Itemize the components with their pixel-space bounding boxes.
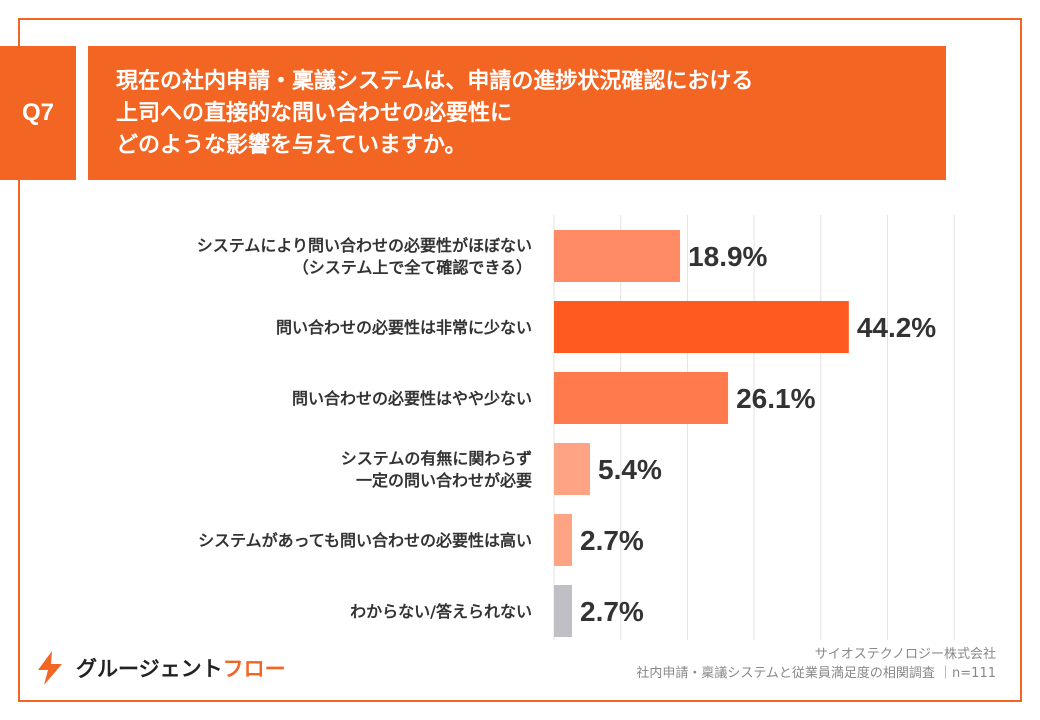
value-label-6: 2.7% — [580, 596, 644, 627]
bar-4 — [554, 443, 591, 495]
logo-text: グルージェントフロー — [76, 653, 286, 683]
question-line-2: 上司への直接的な問い合わせの必要性に — [116, 101, 513, 126]
category-label-5-line-1: システムがあっても問い合わせの必要性は高い — [198, 531, 532, 550]
category-label-2-line-1: 問い合わせの必要性は非常に少ない — [276, 318, 532, 337]
category-label-3-line-1: 問い合わせの必要性はやや少ない — [292, 389, 532, 408]
bar-6 — [554, 585, 573, 637]
question-line-3: どのような影響を与えていますか。 — [116, 133, 467, 158]
bar-3 — [554, 372, 729, 424]
question-number-badge: Q7 — [0, 46, 76, 180]
logo-text-main: グルージェント — [76, 657, 223, 681]
question-line-1: 現在の社内申請・稟議システムは、申請の進捗状況確認における — [116, 69, 754, 94]
category-label-4-line-2: 一定の問い合わせが必要 — [356, 471, 532, 490]
value-label-3: 26.1% — [736, 383, 815, 414]
category-label-4-line-1: システムの有無に関わらず — [341, 449, 532, 468]
outer-frame — [18, 18, 1022, 702]
category-label-1-line-1: システムにより問い合わせの必要性がほぼない — [197, 236, 532, 255]
flow-logo-icon — [38, 651, 62, 685]
bar-2 — [554, 301, 849, 353]
source-company: サイオステクノロジー株式会社 — [814, 647, 996, 662]
source-survey: 社内申請・稟議システムと従業員満足度の相関調査 ｜n=111 — [636, 666, 996, 681]
value-label-5: 2.7% — [580, 525, 644, 556]
logo-text-accent: フロー — [222, 657, 286, 681]
category-label-1-line-2: （システム上で全て確認できる） — [293, 258, 532, 277]
source-note: サイオステクノロジー株式会社 社内申請・稟議システムと従業員満足度の相関調査 ｜… — [636, 645, 996, 683]
bar-5 — [554, 514, 573, 566]
category-label-6-line-1: わからない/答えられない — [350, 602, 532, 621]
bar-1 — [554, 230, 681, 282]
value-label-2: 44.2% — [857, 312, 936, 343]
question-box: 現在の社内申請・稟議システムは、申請の進捗状況確認における 上司への直接的な問い… — [88, 46, 946, 180]
brand-logo: グルージェントフロー — [30, 648, 286, 688]
value-label-4: 5.4% — [598, 454, 662, 485]
value-label-1: 18.9% — [688, 241, 767, 272]
